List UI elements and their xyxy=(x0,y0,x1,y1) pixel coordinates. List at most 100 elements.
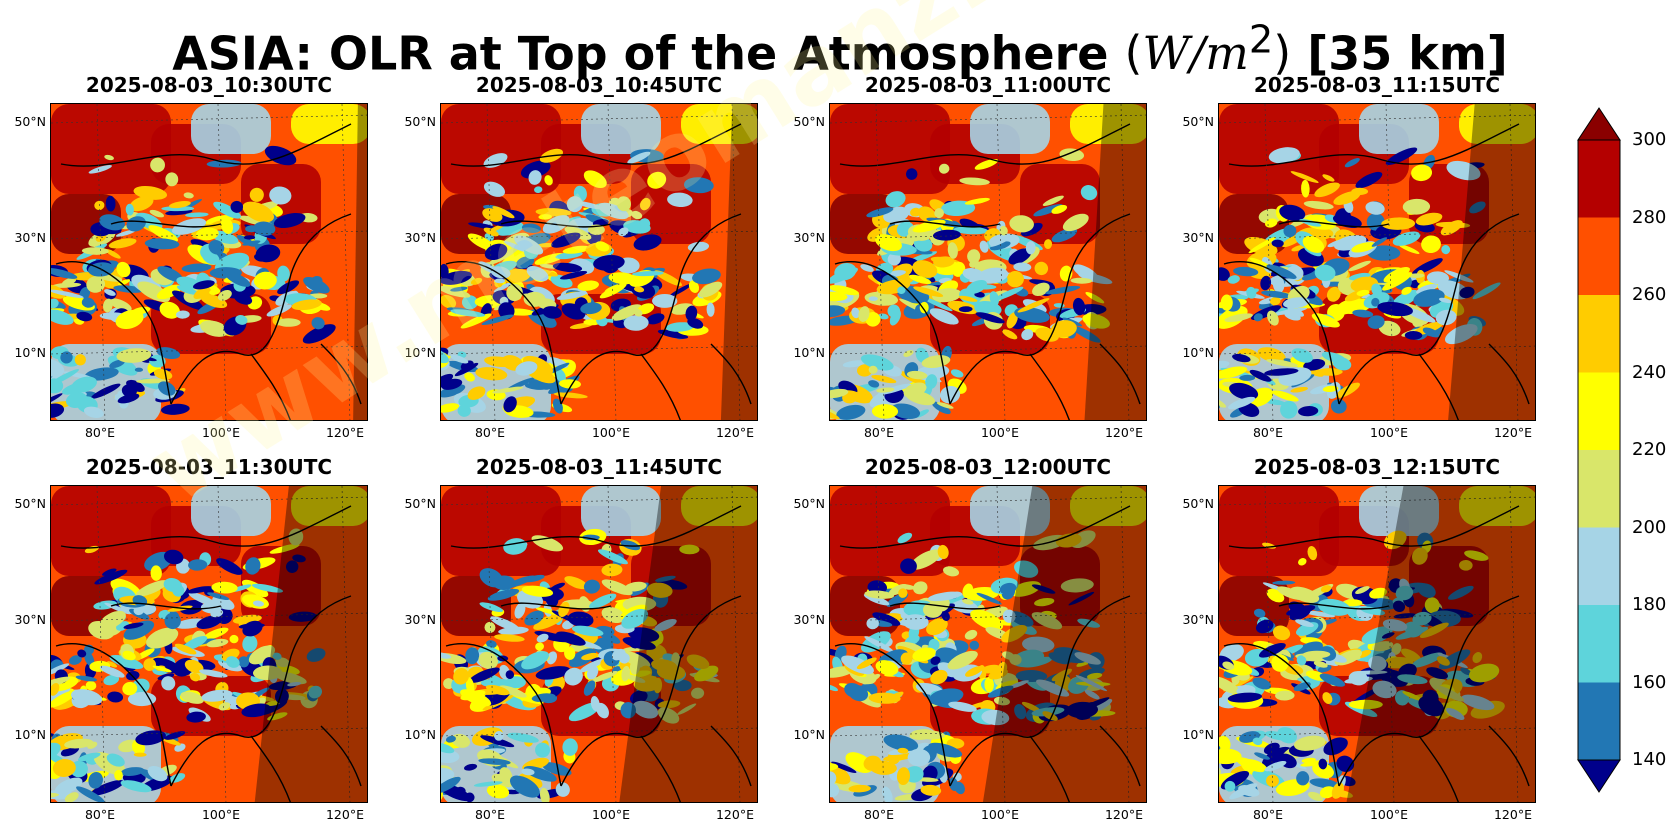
cloud-blob xyxy=(1401,286,1412,295)
panel-title: 2025-08-03_11:00UTC xyxy=(864,73,1112,97)
panel-title: 2025-08-03_12:15UTC xyxy=(1253,455,1501,479)
cloud-blob xyxy=(51,393,63,411)
cloud-blob xyxy=(864,590,895,599)
cloud-blob xyxy=(1303,200,1334,210)
cloud-blob xyxy=(1469,663,1500,683)
cloud-blob xyxy=(889,309,901,326)
cloud-blob xyxy=(460,690,486,701)
cloud-blob xyxy=(60,351,73,364)
cloud-blob xyxy=(242,635,258,653)
night-shading xyxy=(1346,486,1535,802)
cloud-blob xyxy=(1248,236,1277,254)
graticule-lat xyxy=(830,230,1146,240)
cloud-blob xyxy=(150,157,165,173)
coastline xyxy=(60,123,352,167)
cloud-blob xyxy=(1014,704,1027,720)
cloud-blob xyxy=(962,598,974,605)
cloud-blob xyxy=(1232,353,1251,363)
cloud-blob xyxy=(209,288,220,296)
cloud-blob xyxy=(688,280,700,293)
cloud-blob xyxy=(1316,368,1343,376)
cloud-blob xyxy=(631,271,664,277)
cloud-blob xyxy=(555,251,583,260)
cloud-blob xyxy=(486,640,497,648)
cloud-blob xyxy=(927,591,963,602)
cloud-blob xyxy=(1224,780,1236,792)
cloud-blob xyxy=(599,283,627,299)
graticule-lon xyxy=(731,486,741,802)
cloud-blob xyxy=(468,222,496,229)
colorbar-tick-label: 180 xyxy=(1632,594,1667,615)
cloud-blob xyxy=(601,579,633,596)
cloud-blob xyxy=(1417,583,1436,598)
cloud-blob xyxy=(538,214,552,220)
cloud-blob xyxy=(1348,260,1371,272)
cloud-blob xyxy=(133,752,147,757)
night-shading xyxy=(1084,104,1146,420)
cloud-blob xyxy=(1464,550,1489,561)
night-shading xyxy=(720,104,757,420)
coastline xyxy=(560,655,682,787)
cloud-blob xyxy=(1008,248,1032,265)
cloud-blob xyxy=(571,625,604,637)
cloud-blob xyxy=(555,782,570,797)
colorbar-tick-label: 280 xyxy=(1632,206,1667,228)
cloud-blob xyxy=(887,252,901,266)
cloud-blob xyxy=(103,674,120,686)
cloud-blob xyxy=(990,235,1013,247)
cloud-blob xyxy=(1446,707,1465,720)
olr-map-panel xyxy=(440,485,758,803)
coastline xyxy=(500,602,612,610)
cloud-blob xyxy=(445,735,456,743)
coastline xyxy=(250,353,291,420)
coastline xyxy=(170,273,292,405)
cloud-blob xyxy=(1001,624,1028,643)
lon-tick-label: 80°E xyxy=(1252,425,1284,440)
olr-region xyxy=(830,486,950,576)
cloud-blob xyxy=(51,403,65,418)
olr-region xyxy=(970,486,1050,536)
lat-tick-label: 30°N xyxy=(793,230,825,245)
cloud-blob xyxy=(665,322,695,332)
colorbar-segment xyxy=(1578,372,1620,451)
cloud-blob xyxy=(962,268,984,281)
graticule-lon xyxy=(1264,486,1274,802)
graticule-lat xyxy=(51,727,367,737)
coastline xyxy=(710,343,752,405)
colorbar-segment xyxy=(1578,217,1620,296)
cloud-blob xyxy=(185,212,209,218)
cloud-blob xyxy=(1395,585,1414,601)
coastline xyxy=(290,595,352,657)
cloud-blob xyxy=(866,617,879,630)
coastline xyxy=(1488,725,1530,787)
cloud-blob xyxy=(266,304,292,317)
cloud-blob xyxy=(566,196,583,213)
cloud-blob xyxy=(243,235,256,240)
graticule-lon xyxy=(1120,104,1130,420)
graticule-lon xyxy=(217,486,227,802)
olr-map-svg xyxy=(830,104,1146,420)
cloud-blob xyxy=(1252,737,1263,746)
graticule-lat xyxy=(1219,345,1535,355)
cloud-blob xyxy=(99,665,125,678)
cloud-blob xyxy=(926,618,948,636)
cloud-blob xyxy=(122,650,136,661)
cloud-blob xyxy=(633,308,643,317)
lat-tick-label: 50°N xyxy=(1182,496,1214,511)
cloud-blob xyxy=(1344,158,1360,168)
cloud-blob xyxy=(907,748,931,767)
cloud-blob xyxy=(1351,242,1376,253)
graticule-lat xyxy=(1219,230,1535,240)
cloud-blob xyxy=(253,271,277,290)
cloud-blob xyxy=(516,256,535,269)
olr-map-svg xyxy=(51,486,367,802)
cloud-blob xyxy=(189,673,201,682)
cloud-blob xyxy=(913,286,944,297)
cloud-blob xyxy=(970,609,1004,631)
cloud-blob xyxy=(994,286,1024,301)
cloud-blob xyxy=(252,600,264,607)
cloud-blob xyxy=(950,369,964,378)
cloud-blob xyxy=(288,528,304,546)
olr-map-panel xyxy=(1218,103,1536,421)
cloud-blob xyxy=(848,685,869,702)
